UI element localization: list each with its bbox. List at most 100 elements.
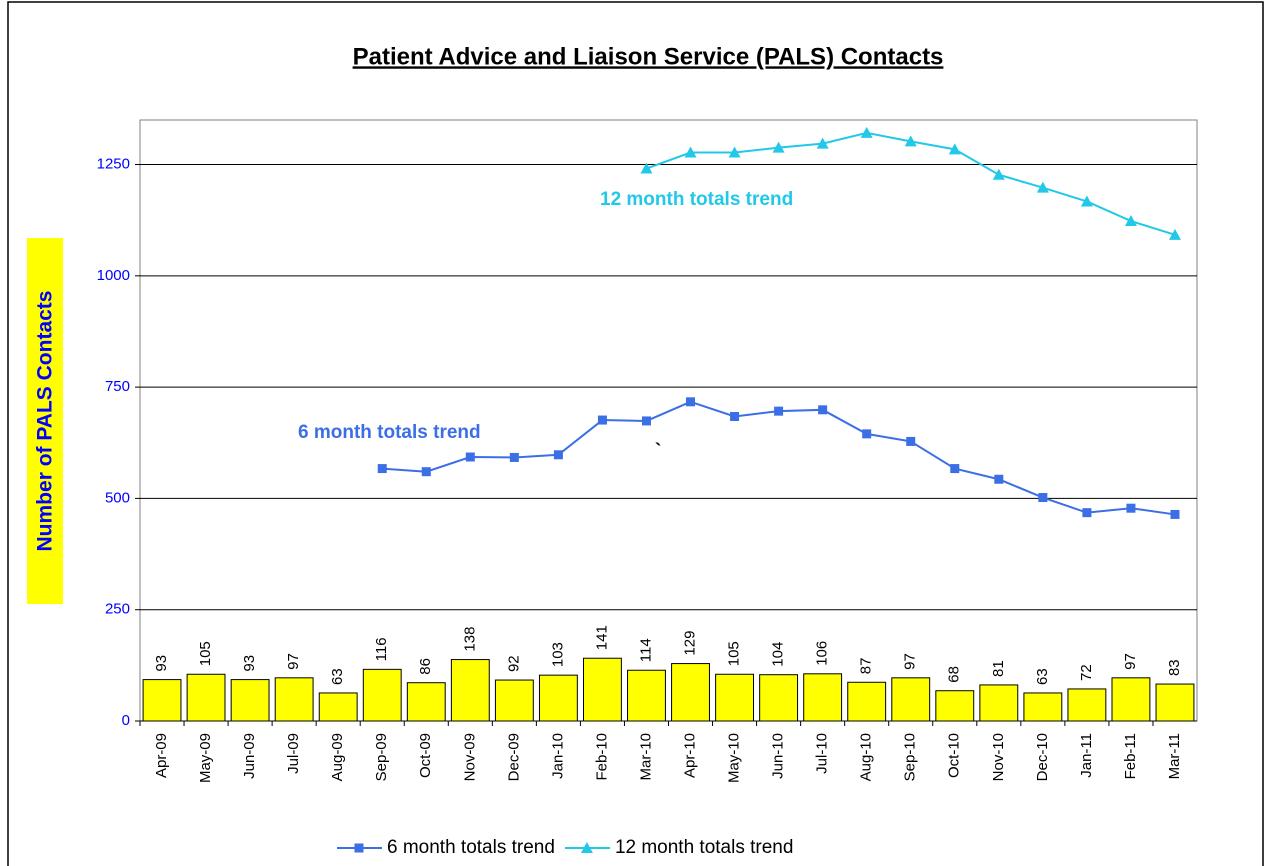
y-tick-label: 250 (105, 601, 130, 618)
bar (759, 674, 799, 722)
bar-value-label: 105 (726, 641, 743, 666)
series-marker (1124, 215, 1137, 227)
bar (450, 659, 490, 722)
series-marker (950, 464, 960, 474)
chart-border (7, 1, 1264, 866)
bar (274, 677, 314, 722)
series-marker (686, 397, 696, 407)
x-tick-label: Nov-10 (990, 733, 1007, 781)
bar-value-label: 116 (373, 637, 390, 661)
bar-value-label: 97 (1122, 653, 1139, 670)
series-marker (509, 452, 519, 462)
x-tick-label: Dec-09 (505, 733, 522, 781)
bar (803, 673, 843, 722)
bar (715, 673, 755, 722)
bar-value-label: 81 (990, 660, 1007, 677)
chart-title: Patient Advice and Liaison Service (PALS… (353, 43, 944, 70)
annotation: 12 month totals trend (600, 189, 793, 210)
x-tick-label: Jan-10 (549, 733, 566, 779)
bar-value-label: 72 (1078, 664, 1095, 681)
series-marker (1038, 493, 1048, 503)
y-tick-label: 500 (105, 489, 130, 506)
bar (230, 679, 270, 722)
bar-value-label: 103 (549, 642, 566, 667)
series-marker (640, 162, 653, 174)
x-tick-label: Jan-11 (1078, 733, 1095, 778)
legend-marker (580, 842, 593, 853)
bar-value-label: 63 (1034, 668, 1051, 685)
bar-value-label: 93 (153, 655, 170, 672)
x-tick-label: Mar-11 (1166, 733, 1183, 779)
series-marker (597, 415, 607, 425)
annotation: 6 month totals trend (298, 422, 481, 443)
series-marker (1170, 509, 1180, 519)
series-marker (465, 452, 475, 462)
bar-value-label: 129 (681, 631, 698, 656)
legend-marker (354, 843, 364, 853)
series-marker (994, 474, 1004, 484)
series-marker (992, 168, 1005, 180)
annotation: ` (655, 441, 661, 462)
y-tick-label: 0 (122, 712, 130, 729)
series-marker (774, 406, 784, 416)
bar (186, 673, 226, 722)
x-tick-label: Mar-10 (637, 733, 654, 781)
bar-value-label: 86 (417, 658, 434, 675)
x-tick-label: Oct-10 (946, 733, 963, 778)
bar-value-label: 114 (637, 638, 654, 662)
x-tick-label: Sep-09 (373, 733, 390, 781)
bar-value-label: 97 (285, 653, 302, 670)
bar (582, 657, 622, 722)
bar (935, 690, 975, 722)
bar (142, 679, 182, 722)
series-marker (684, 146, 697, 158)
series-marker (818, 405, 828, 415)
series-marker (1036, 181, 1049, 193)
bar-value-label: 106 (814, 641, 831, 666)
x-tick-label: Aug-09 (329, 733, 346, 781)
y-tick-label: 1250 (97, 155, 130, 172)
bar-value-label: 97 (902, 653, 919, 670)
bar-value-label: 105 (197, 641, 214, 666)
series-marker (1080, 195, 1093, 207)
series-marker (553, 450, 563, 460)
series-marker (1126, 503, 1136, 513)
x-tick-label: May-09 (197, 733, 214, 783)
x-tick-label: Jul-10 (814, 733, 831, 774)
bar-value-label: 92 (505, 655, 522, 672)
bar-value-label: 83 (1166, 659, 1183, 676)
bar (627, 669, 666, 722)
legend-label: 12 month totals trend (615, 837, 794, 858)
x-tick-label: Feb-11 (1122, 733, 1139, 779)
bar (1023, 692, 1063, 722)
bar (891, 677, 931, 722)
x-tick-label: Aug-10 (858, 733, 875, 781)
x-tick-label: Jul-09 (285, 733, 302, 774)
x-tick-label: Feb-10 (593, 733, 610, 781)
bar (494, 679, 534, 722)
series-marker (948, 143, 961, 155)
bar (1111, 677, 1151, 722)
series-marker (730, 411, 740, 421)
bar (671, 663, 710, 722)
y-label-background (27, 238, 63, 604)
series-marker (816, 137, 829, 149)
bar (362, 668, 402, 722)
x-tick-label: Oct-09 (417, 733, 434, 778)
legend-label: 6 month totals trend (387, 837, 555, 858)
x-tick-label: Sep-10 (902, 733, 919, 781)
x-tick-label: Apr-09 (153, 733, 170, 778)
x-tick-label: Dec-10 (1034, 733, 1051, 781)
x-tick-label: Jun-10 (770, 733, 787, 779)
series-marker (772, 141, 785, 153)
bar (1067, 688, 1107, 722)
x-tick-label: Jun-09 (241, 733, 258, 779)
y-axis-title: Number of PALS Contacts (34, 291, 57, 552)
bar (406, 682, 446, 722)
series-marker (728, 146, 741, 158)
bar-value-label: 141 (593, 625, 610, 650)
series-marker (1168, 228, 1181, 240)
series-marker (860, 126, 873, 138)
series-marker (906, 436, 916, 446)
